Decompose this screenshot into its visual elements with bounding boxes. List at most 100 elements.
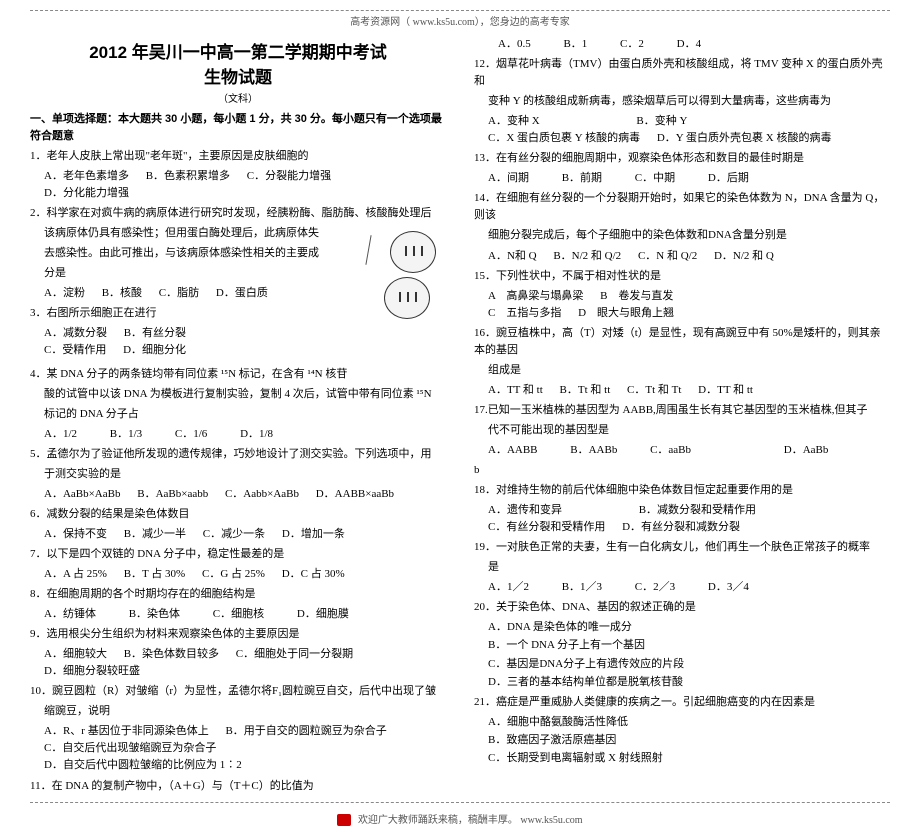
q3-a: A．减数分裂 <box>44 325 107 342</box>
q8: 8．在细胞周期的各个时期均存在的细胞结构是 <box>30 586 446 603</box>
q7-od: D．C 占 30% <box>282 566 345 583</box>
q14-oc: C．N 和 Q/2 <box>638 248 697 265</box>
q12-ob: B．变种 Y <box>636 113 687 130</box>
q12-opts: A．变种 X B．变种 Y C．X 蛋白质包裹 Y 核酸的病毒 D．Y 蛋白质外… <box>488 113 890 147</box>
q17-b: 代不可能出现的基因型是 <box>488 422 890 439</box>
footer-text: 欢迎广大教师踊跃来稿，稿酬丰厚。 www.ks5u.com <box>358 815 583 826</box>
q4-c: 标记的 DNA 分子占 <box>44 406 446 423</box>
q20-ob: B．一个 DNA 分子上有一个基因 <box>488 637 890 654</box>
q10-ob: B．用于自交的圆粒豌豆为杂合子 <box>225 723 386 740</box>
q6: 6．减数分裂的结果是染色体数目 <box>30 506 446 523</box>
q6-opts: A．保持不变 B．减少一半 C．减少一条 D．增加一条 <box>44 526 446 543</box>
exam-title-2: 生物试题 <box>30 63 446 88</box>
q11-od: D．4 <box>677 36 701 53</box>
section-1-head: 一、单项选择题：本大题共 30 小题，每小题 1 分，共 30 分。每小题只有一… <box>30 111 446 144</box>
q15-opts: A 高鼻梁与塌鼻梁 B 卷发与直发 C 五指与多指 D 眼大与眼角上翘 <box>488 288 890 322</box>
q7-opts: A．A 占 25% B．T 占 30% C．G 占 25% D．C 占 30% <box>44 566 446 583</box>
q12-a: 12．烟草花叶病毒（TMV）由蛋白质外壳和核酸组成，将 TMV 变种 X 的蛋白… <box>474 56 890 90</box>
q16-od: D．TT 和 tt <box>698 382 753 399</box>
q3-opts: A．减数分裂 B．有丝分裂 C．受精作用 D．细胞分化 <box>44 325 446 359</box>
q17-opts: A．AABB B．AABb C．aaBb D．AaBb <box>488 442 890 459</box>
header-rule-top <box>30 10 890 11</box>
q21-oc: C．长期受到电离辐射或 X 射线照射 <box>488 750 890 767</box>
q3-d: D．细胞分化 <box>123 342 186 359</box>
q13: 13．在有丝分裂的细胞周期中，观察染色体形态和数目的最佳时期是 <box>474 150 890 167</box>
q21-opts: A．细胞中酪氨酸酶活性降低 B．致癌因子激活原癌基因 C．长期受到电离辐射或 X… <box>488 714 890 767</box>
q8-ob: B．染色体 <box>129 606 180 623</box>
q15-od: D 眼大与眼角上翘 <box>578 305 674 322</box>
q18-opts: A．遗传和变异 B．减数分裂和受精作用 C．有丝分裂和受精作用 D．有丝分裂和减… <box>488 502 890 536</box>
q4-opts: A．1/2 B．1/3 C．1/6 D．1/8 <box>44 426 446 443</box>
q13-oc: C．中期 <box>635 170 675 187</box>
q7-ob: B．T 占 30% <box>124 566 186 583</box>
q12-oc: C．X 蛋白质包裹 Y 核酸的病毒 <box>488 130 640 147</box>
q18-ob: B．减数分裂和受精作用 <box>639 502 756 519</box>
q5-b: 于测交实验的是 <box>44 466 446 483</box>
exam-title-1: 2012 年吴川一中高一第二学期期中考试 <box>30 38 446 63</box>
q16-b: 组成是 <box>488 362 890 379</box>
q3-c: C．受精作用 <box>44 342 106 359</box>
q20-od: D．三者的基本结构单位都是脱氧核苷酸 <box>488 674 890 691</box>
q14-opts: A．N和 Q B．N/2 和 Q/2 C．N 和 Q/2 D．N/2 和 Q <box>488 248 890 265</box>
q10-od: D．自交后代中圆粒皱缩的比例应为 1∶2 <box>44 757 242 774</box>
q1-a: A．老年色素增多 <box>44 168 129 185</box>
q17-oc: C．aaBb <box>650 442 691 459</box>
q14-a: 14．在细胞有丝分裂的一个分裂期开始时，如果它的染色体数为 N，DNA 含量为 … <box>474 190 890 224</box>
q12-b: 变种 Y 的核酸组成新病毒，感染烟草后可以得到大量病毒，这些病毒为 <box>488 93 890 110</box>
q5-opts: A．AaBb×AaBb B．AaBb×aabb C．Aabb×AaBb D．AA… <box>44 486 446 503</box>
q16-oa: A．TT 和 tt <box>488 382 543 399</box>
q4-b: 酸的试管中以该 DNA 为模板进行复制实验，复制 4 次后，试管中带有同位素 ¹… <box>44 386 446 403</box>
q9: 9．选用根尖分生组织为材料来观察染色体的主要原因是 <box>30 626 446 643</box>
q13-ob: B．前期 <box>562 170 602 187</box>
q11-opts: A．0.5 B．1 C．2 D．4 <box>498 36 890 53</box>
q15-oa: A 高鼻梁与塌鼻梁 <box>488 288 583 305</box>
q16-a: 16．豌豆植株中，高（T）对矮（t）是显性，现有高豌豆中有 50%是矮杆的，则其… <box>474 325 890 359</box>
q5-a: 5．孟德尔为了验证他所发现的遗传规律，巧妙地设计了测交实验。下列选项中，用 <box>30 446 446 463</box>
q1-d: D．分化能力增强 <box>44 185 129 202</box>
q17-oa: A．AABB <box>488 442 538 459</box>
q21: 21．癌症是严重威胁人类健康的疾病之一。引起细胞癌变的内在因素是 <box>474 694 890 711</box>
q6-od: D．增加一条 <box>282 526 345 543</box>
q7: 7．以下是四个双链的 DNA 分子中，稳定性最差的是 <box>30 546 446 563</box>
header-text: 高考资源网（ www.ks5u.com），您身边的高考专家 <box>30 13 890 28</box>
q8-opts: A．纺锤体 B．染色体 C．细胞核 D．细胞膜 <box>44 606 446 623</box>
q20-opts: A．DNA 是染色体的唯一成分 B．一个 DNA 分子上有一个基因 C．基因是D… <box>488 619 890 690</box>
q20: 20．关于染色体、DNA、基因的叙述正确的是 <box>474 599 890 616</box>
q4-a: 4．某 DNA 分子的两条链均带有同位素 ¹⁵N 标记，在含有 ¹⁴N 核苷 <box>30 366 446 383</box>
q2-od: D．蛋白质 <box>216 285 268 302</box>
footer-rule <box>30 802 890 803</box>
left-column: 2012 年吴川一中高一第二学期期中考试 生物试题 （文科） 一、单项选择题：本… <box>30 34 446 798</box>
q18-oc: C．有丝分裂和受精作用 <box>488 519 605 536</box>
q5-ob: B．AaBb×aabb <box>137 486 208 503</box>
q14-od: D．N/2 和 Q <box>714 248 774 265</box>
q2-ob: B．核酸 <box>102 285 142 302</box>
q7-oa: A．A 占 25% <box>44 566 107 583</box>
q9-oc: C．细胞处于同一分裂期 <box>236 646 353 663</box>
page: 高考资源网（ www.ks5u.com），您身边的高考专家 2012 年吴川一中… <box>0 0 920 836</box>
q10-oc: C．自交后代出现皱缩豌豆为杂合子 <box>44 740 216 757</box>
q1-c: C．分裂能力增强 <box>247 168 331 185</box>
q10-oa: A．R、r 基因位于非同源染色体上 <box>44 723 209 740</box>
q9-od: D．细胞分裂较旺盛 <box>44 663 140 680</box>
q3-b: B．有丝分裂 <box>124 325 186 342</box>
q11-oa: A．0.5 <box>498 36 531 53</box>
footer-logo-icon <box>337 814 351 826</box>
q5-oc: C．Aabb×AaBb <box>225 486 299 503</box>
q13-opts: A．间期 B．前期 C．中期 D．后期 <box>488 170 890 187</box>
q8-oc: C．细胞核 <box>213 606 264 623</box>
q1-b: B．色素积累增多 <box>146 168 230 185</box>
q15-oc: C 五指与多指 <box>488 305 561 322</box>
q20-oa: A．DNA 是染色体的唯一成分 <box>488 619 890 636</box>
q17-stray: b <box>474 462 890 479</box>
q16-ob: B．Tt 和 tt <box>560 382 611 399</box>
q4-oc: C．1/6 <box>175 426 207 443</box>
q6-ob: B．减少一半 <box>124 526 186 543</box>
q5-od: D．AABB×aaBb <box>316 486 394 503</box>
q4-od: D．1/8 <box>240 426 273 443</box>
q4-ob: B．1/3 <box>110 426 142 443</box>
right-column: A．0.5 B．1 C．2 D．4 12．烟草花叶病毒（TMV）由蛋白质外壳和核… <box>474 34 890 798</box>
q12-od: D．Y 蛋白质外壳包裹 X 核酸的病毒 <box>657 130 832 147</box>
q16-oc: C．Tt 和 Tt <box>627 382 681 399</box>
q14-ob: B．N/2 和 Q/2 <box>553 248 621 265</box>
q10-a: 10．豌豆圆粒（R）对皱缩（r）为显性，孟德尔将F₁圆粒豌豆自交，后代中出现了皱 <box>30 683 446 700</box>
